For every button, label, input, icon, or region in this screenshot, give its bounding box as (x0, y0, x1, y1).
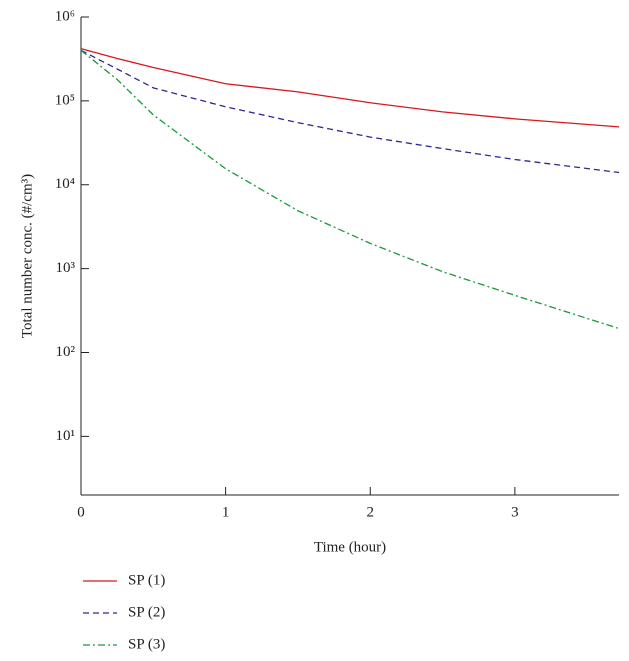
series-line (80, 49, 620, 330)
y-tick-label: 10⁶ (55, 8, 75, 24)
series-line (80, 49, 620, 174)
x-tick-label: 2 (366, 504, 374, 520)
y-tick-label: 10¹ (56, 428, 76, 444)
y-tick-label: 10⁵ (55, 92, 75, 108)
x-tick-label: 3 (511, 504, 519, 520)
legend-label: SP (2) (128, 604, 165, 620)
y-axis-label: Total number conc. (#/cm³) (19, 174, 35, 338)
legend-label: SP (3) (128, 636, 165, 652)
x-axis-label: Time (hour) (314, 539, 386, 555)
series-line (80, 47, 620, 128)
y-tick-label: 10² (56, 344, 76, 360)
y-tick-label: 10³ (56, 260, 76, 276)
x-tick-label: 1 (222, 504, 230, 520)
x-tick-label: 0 (77, 504, 85, 520)
legend-label: SP (1) (128, 572, 165, 588)
y-tick-label: 10⁴ (55, 176, 75, 192)
